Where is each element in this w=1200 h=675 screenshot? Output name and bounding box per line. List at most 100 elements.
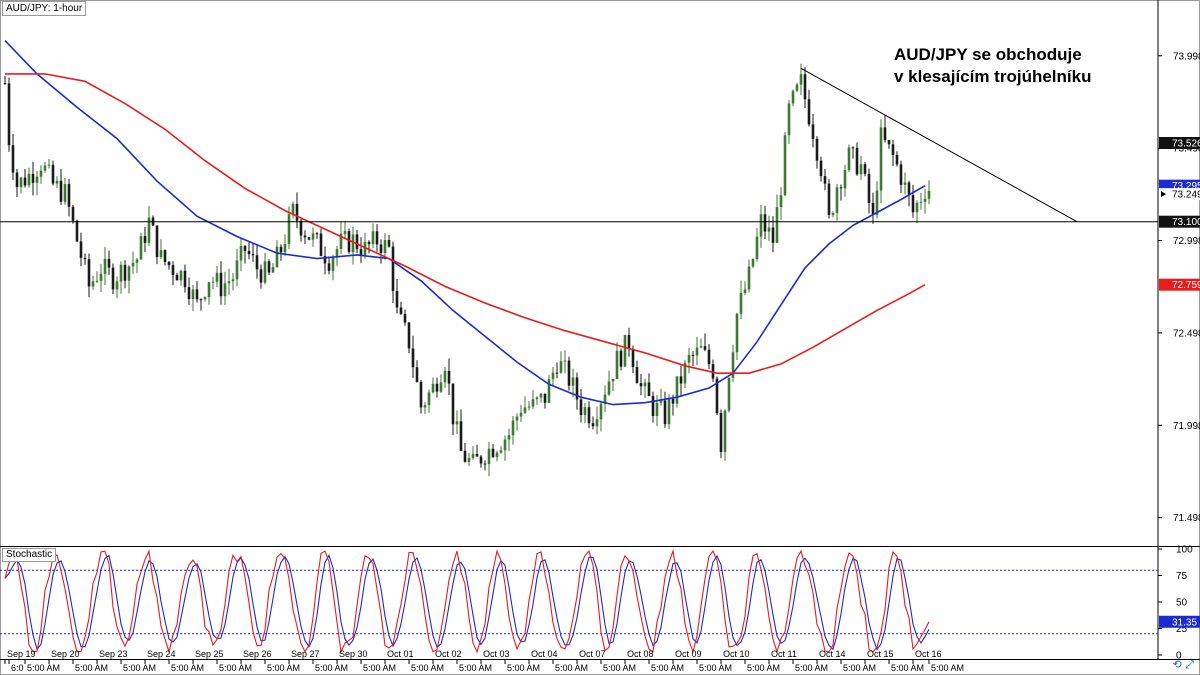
candle — [747, 259, 751, 293]
candle — [451, 383, 455, 436]
price-tag-label: 73.526 — [1172, 138, 1200, 149]
candle — [355, 229, 359, 254]
candle-body — [659, 400, 663, 403]
candle-body — [915, 202, 919, 213]
candle-body — [147, 217, 151, 243]
candle-body — [23, 177, 27, 186]
date-label: Oct 10 — [723, 649, 750, 659]
chart-tools-icons[interactable]: ⟲ ⤢ — [1172, 658, 1194, 671]
candle-body — [491, 448, 495, 458]
candle-body — [615, 350, 619, 379]
candle-body — [131, 262, 135, 267]
price-tag-bg — [1159, 278, 1200, 291]
candle-body — [807, 99, 811, 125]
candle-body — [347, 231, 351, 253]
candle-body — [343, 231, 347, 234]
candle-body — [231, 279, 235, 282]
candle-body — [767, 227, 771, 232]
candle-body — [219, 272, 223, 297]
candle-body — [619, 350, 623, 367]
candle-body — [715, 378, 719, 414]
candle — [571, 368, 575, 397]
candle — [759, 205, 763, 248]
candle — [639, 373, 643, 396]
candle-body — [499, 450, 503, 453]
candle — [903, 172, 907, 195]
candle-body — [443, 370, 447, 383]
candle-body — [423, 405, 427, 408]
candle — [563, 350, 567, 374]
candle-body — [203, 297, 207, 300]
candle — [195, 281, 199, 303]
candle — [735, 312, 739, 361]
candle — [323, 246, 327, 275]
candle — [763, 205, 767, 240]
candle-body — [47, 164, 51, 166]
candle — [223, 271, 227, 305]
price-tag: 73.249 — [1159, 188, 1200, 201]
descending-trendline — [800, 67, 1078, 223]
candle-body — [755, 236, 759, 260]
candle-body — [275, 246, 279, 268]
candle — [67, 178, 71, 217]
candle-body — [451, 383, 455, 425]
candle — [883, 115, 887, 143]
candle-body — [775, 207, 779, 243]
candle — [443, 366, 447, 388]
candle-body — [167, 261, 171, 266]
candle — [691, 351, 695, 367]
price-tag: 73.100 — [1159, 215, 1200, 228]
candle — [923, 188, 927, 214]
price-tick-label: 73.498 — [1173, 144, 1200, 155]
candle — [227, 268, 231, 295]
candle-body — [31, 173, 35, 183]
candle-body — [567, 360, 571, 386]
time-label: 5:00 AM — [363, 663, 396, 673]
candle — [847, 144, 851, 172]
candle — [367, 240, 371, 254]
candle — [523, 396, 527, 415]
candle — [911, 184, 915, 218]
candle-body — [27, 173, 31, 186]
candle-body — [679, 376, 683, 384]
stochastic-tick-label: 25 — [1176, 624, 1188, 635]
candle — [783, 131, 787, 196]
candle — [663, 391, 667, 428]
candle-body — [675, 376, 679, 404]
candle-body — [171, 265, 175, 275]
candle-body — [703, 346, 707, 350]
candle — [687, 347, 691, 374]
candle-body — [891, 144, 895, 155]
candle — [467, 453, 471, 466]
candle-body — [43, 165, 47, 171]
candle — [87, 253, 91, 298]
candle-body — [747, 266, 751, 290]
candle-body — [583, 407, 587, 415]
candle — [927, 180, 931, 205]
time-label: 5:00 AM — [651, 663, 684, 673]
candle-body — [363, 241, 367, 256]
candle-body — [787, 103, 791, 136]
candle — [899, 160, 903, 194]
time-label: 5:00 AM — [75, 663, 108, 673]
candle — [171, 261, 175, 286]
candle-body — [251, 254, 255, 256]
candle — [103, 246, 107, 285]
time-label: 5:00 AM — [603, 663, 636, 673]
candle — [555, 362, 559, 379]
date-label: Oct 11 — [771, 649, 797, 659]
candle-body — [575, 377, 579, 400]
time-label: 5:00 AM — [555, 663, 588, 673]
candle — [47, 159, 51, 169]
candle-body — [739, 292, 743, 314]
date-label: Oct 01 — [387, 649, 414, 659]
candle — [767, 215, 771, 241]
candle — [599, 400, 603, 432]
candle — [483, 460, 487, 471]
candle — [623, 334, 627, 367]
candle — [115, 276, 119, 299]
candle — [515, 413, 519, 431]
candle-body — [687, 354, 691, 363]
candle-body — [791, 90, 795, 104]
